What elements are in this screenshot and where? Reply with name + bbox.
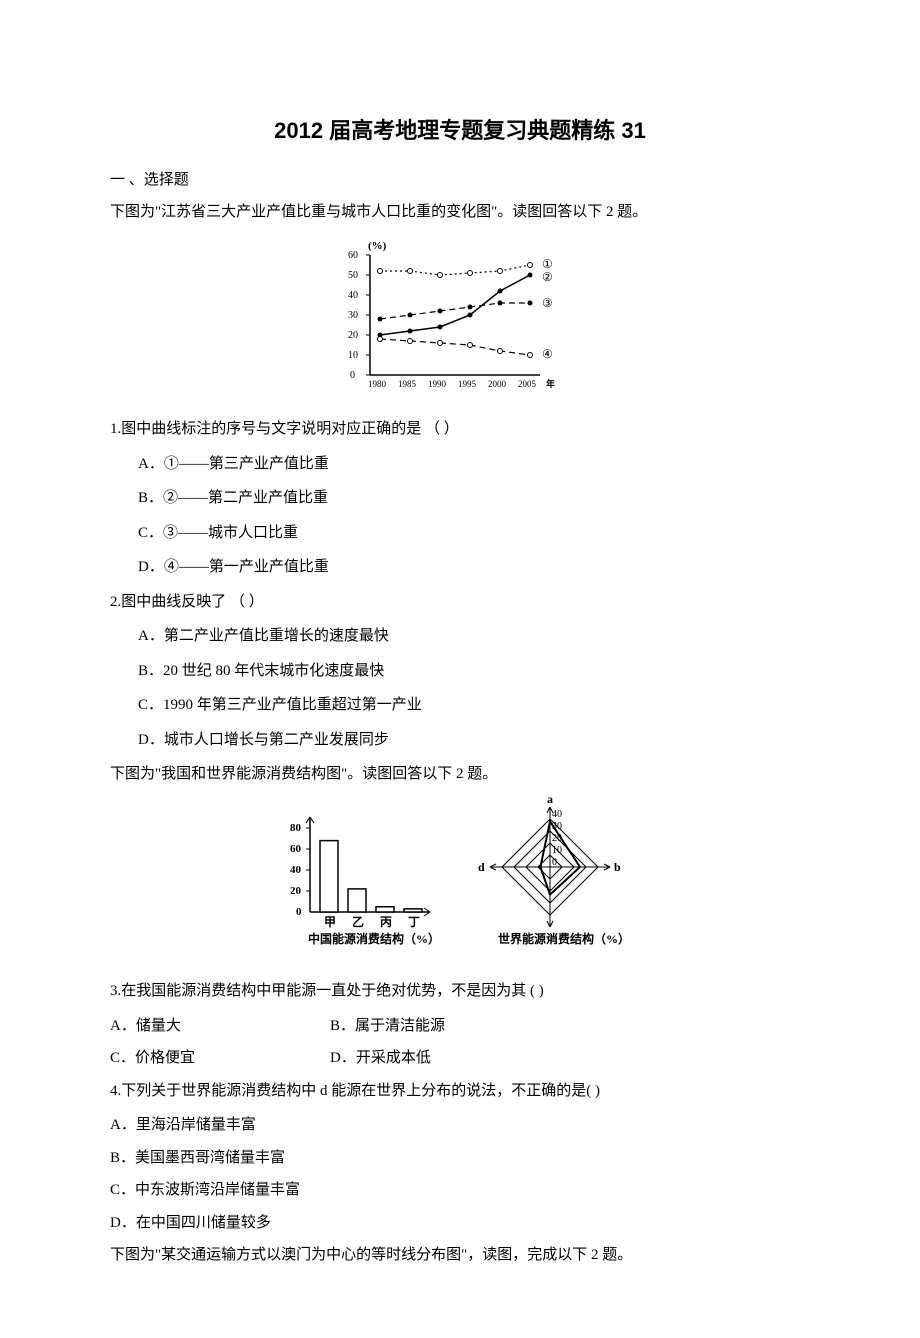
svg-text:1985: 1985	[398, 379, 417, 389]
svg-text:2005: 2005	[518, 379, 537, 389]
q2-stem: 2.图中曲线反映了 （ ）	[110, 588, 810, 617]
q3-stem: 3.在我国能源消费结构中甲能源一直处于绝对优势，不是因为其 ( )	[110, 977, 810, 1006]
q3-option-a: A．储量大	[110, 1012, 330, 1041]
q1-option-c: C．③——城市人口比重	[110, 519, 810, 548]
svg-text:d: d	[478, 860, 485, 874]
svg-text:0: 0	[552, 857, 557, 868]
intro-2: 下图为"我国和世界能源消费结构图"。读图回答以下 2 题。	[110, 760, 810, 789]
svg-text:年: 年	[546, 378, 555, 389]
q3-option-c: C．价格便宜	[110, 1044, 330, 1073]
svg-text:20: 20	[552, 833, 562, 844]
svg-text:10: 10	[348, 350, 358, 361]
q4-option-a: A．里海沿岸储量丰富	[110, 1111, 810, 1140]
yticks: 0 10 20 30 40 50 60	[348, 250, 370, 381]
svg-text:甲: 甲	[324, 915, 336, 929]
q3-option-d: D．开采成本低	[330, 1044, 550, 1073]
svg-text:0: 0	[296, 906, 302, 918]
q2-option-d: D．城市人口增长与第二产业发展同步	[110, 726, 810, 755]
q2-option-a: A．第二产业产值比重增长的速度最快	[110, 622, 810, 651]
svg-text:40: 40	[552, 809, 562, 820]
svg-text:0: 0	[350, 370, 355, 381]
q4-stem: 4.下列关于世界能源消费结构中 d 能源在世界上分布的说法，不正确的是( )	[110, 1077, 810, 1106]
ylabel-text: (%)	[368, 240, 387, 252]
svg-text:10: 10	[552, 845, 562, 856]
xticks: 1980 1985 1990 1995 2000 2005 年	[368, 378, 555, 389]
radar-title: 世界能源消费结构（%）	[498, 931, 630, 946]
svg-text:1995: 1995	[458, 379, 477, 389]
svg-text:丙: 丙	[380, 915, 392, 929]
svg-text:丁: 丁	[408, 915, 420, 929]
svg-text:2000: 2000	[488, 379, 507, 389]
intro-3: 下图为"某交通运输方式以澳门为中心的等时线分布图"，读图，完成以下 2 题。	[110, 1241, 810, 1270]
svg-text:20: 20	[348, 330, 358, 341]
section-header-1: 一 、选择题	[110, 166, 810, 195]
svg-text:②: ②	[542, 270, 553, 284]
svg-text:1990: 1990	[428, 379, 447, 389]
q3-option-b: B．属于清洁能源	[330, 1012, 550, 1041]
svg-text:50: 50	[348, 270, 358, 281]
svg-text:30: 30	[552, 821, 562, 832]
svg-text:30: 30	[348, 310, 358, 321]
q4-option-b: B．美国墨西哥湾储量丰富	[110, 1144, 810, 1173]
q1-stem: 1.图中曲线标注的序号与文字说明对应正确的是 （ ）	[110, 415, 810, 444]
intro-1: 下图为"江苏省三大产业产值比重与城市人口比重的变化图"。读图回答以下 2 题。	[110, 198, 810, 227]
svg-text:③: ③	[542, 296, 553, 310]
svg-text:①: ①	[542, 257, 553, 271]
page-title: 2012 届高考地理专题复习典题精练 31	[110, 110, 810, 152]
q4-option-d: D．在中国四川储量较多	[110, 1209, 810, 1238]
svg-text:80: 80	[290, 822, 302, 834]
q4-option-c: C．中东波斯湾沿岸储量丰富	[110, 1176, 810, 1205]
chart-2-energy: 80 60 40 20 0 甲 乙 丙 丁 中国能源消费结构（%）	[110, 797, 810, 968]
svg-text:b: b	[614, 860, 621, 874]
q2-option-c: C．1990 年第三产业产值比重超过第一产业	[110, 691, 810, 720]
q2-option-b: B．20 世纪 80 年代末城市化速度最快	[110, 657, 810, 686]
svg-text:乙: 乙	[352, 915, 364, 929]
svg-text:④: ④	[542, 347, 553, 361]
bar-title: 中国能源消费结构（%）	[308, 931, 440, 946]
svg-text:60: 60	[290, 843, 302, 855]
svg-text:60: 60	[348, 250, 358, 261]
q1-option-b: B．②——第二产业产值比重	[110, 484, 810, 513]
svg-text:40: 40	[290, 864, 302, 876]
q1-option-a: A．①——第三产业产值比重	[110, 450, 810, 479]
svg-text:1980: 1980	[368, 379, 387, 389]
svg-text:40: 40	[348, 290, 358, 301]
svg-text:a: a	[547, 797, 553, 806]
q1-option-d: D．④——第一产业产值比重	[110, 553, 810, 582]
svg-text:20: 20	[290, 885, 302, 897]
chart-1-industry: (%) 0 10 20 30 40 50 60 1980 1985 1990 1…	[110, 235, 810, 406]
